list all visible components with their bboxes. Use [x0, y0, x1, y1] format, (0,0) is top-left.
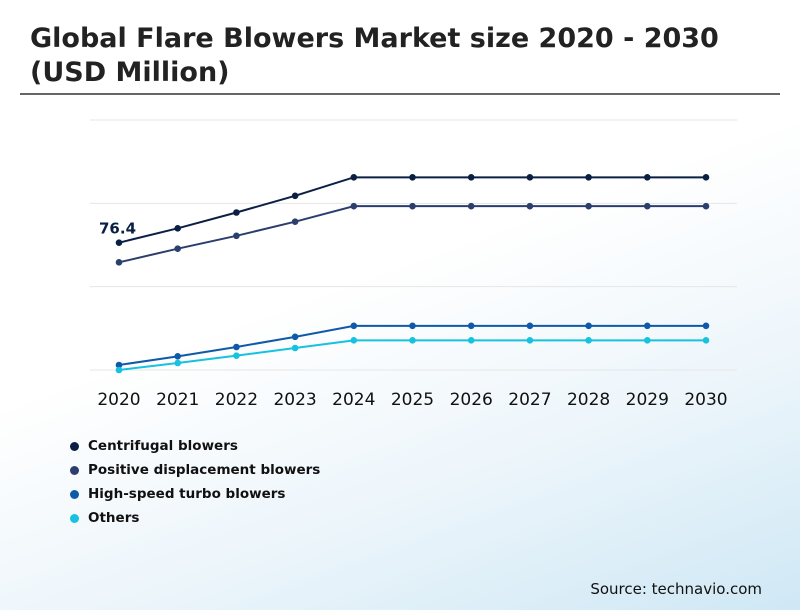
legend-label: High-speed turbo blowers	[88, 486, 286, 502]
data-point	[702, 322, 710, 330]
data-point	[526, 202, 534, 210]
data-label: 76.4	[99, 220, 136, 238]
data-point	[291, 344, 299, 352]
x-tick-label: 2030	[684, 390, 727, 410]
series-line	[118, 176, 706, 244]
data-point	[409, 322, 416, 330]
data-point	[526, 337, 534, 344]
source-note: Source: technavio.com	[590, 580, 762, 598]
legend-item: Centrifugal blowers	[70, 434, 320, 458]
x-tick-label: 2027	[508, 390, 551, 410]
title-divider	[20, 93, 780, 95]
data-point	[233, 352, 240, 359]
data-point	[115, 259, 123, 266]
data-point	[585, 174, 592, 181]
x-tick-label: 2023	[273, 390, 316, 410]
data-point	[526, 322, 534, 330]
data-point	[174, 359, 181, 367]
legend-item: High-speed turbo blowers	[70, 482, 320, 506]
legend-label: Positive displacement blowers	[88, 462, 321, 478]
series-line	[118, 205, 706, 264]
data-point	[233, 232, 240, 240]
data-point	[233, 343, 240, 351]
data-point	[291, 192, 299, 200]
x-tick-label: 2029	[626, 390, 669, 410]
legend-item: Others	[70, 506, 320, 530]
data-point	[467, 202, 475, 210]
chart-legend: Centrifugal blowers Positive displacement…	[70, 434, 320, 530]
data-point	[115, 366, 123, 374]
legend-marker-icon	[70, 513, 79, 523]
chart-title: Global Flare Blowers Market size 2020 - …	[30, 23, 719, 88]
x-tick-label: 2021	[156, 390, 199, 410]
data-point	[644, 174, 651, 181]
data-point	[350, 174, 358, 181]
data-point	[585, 322, 592, 330]
data-point	[702, 174, 710, 181]
data-point	[409, 174, 416, 181]
data-point	[467, 174, 475, 181]
data-point	[644, 202, 651, 210]
x-tick-label: 2024	[332, 390, 375, 410]
data-point	[115, 239, 123, 246]
data-point	[585, 202, 592, 210]
x-tick-label: 2028	[567, 390, 610, 410]
data-point	[526, 174, 534, 181]
data-point	[115, 361, 123, 369]
x-tick-label: 2020	[97, 390, 140, 410]
data-point	[644, 322, 651, 330]
data-point	[702, 337, 710, 344]
legend-marker-icon	[70, 465, 79, 475]
series-line	[118, 339, 706, 371]
legend-item: Positive displacement blowers	[70, 458, 320, 482]
data-point	[702, 202, 710, 210]
data-point	[644, 337, 651, 344]
data-point	[174, 245, 181, 252]
data-point	[467, 337, 475, 344]
data-point	[174, 353, 181, 360]
legend-label: Others	[88, 510, 140, 526]
x-tick-label: 2022	[215, 390, 258, 410]
data-point	[350, 202, 358, 210]
data-point	[467, 322, 475, 330]
data-point	[585, 337, 592, 344]
data-point	[350, 337, 358, 344]
data-point	[291, 333, 299, 341]
data-point	[174, 225, 181, 232]
legend-marker-icon	[70, 441, 79, 451]
data-point	[409, 337, 416, 344]
data-point	[291, 218, 299, 225]
data-point	[233, 209, 240, 216]
x-tick-label: 2025	[391, 390, 434, 410]
legend-label: Centrifugal blowers	[88, 438, 238, 454]
data-point	[409, 202, 416, 210]
x-tick-label: 2026	[450, 390, 493, 410]
data-point	[350, 322, 358, 330]
legend-marker-icon	[70, 489, 79, 499]
